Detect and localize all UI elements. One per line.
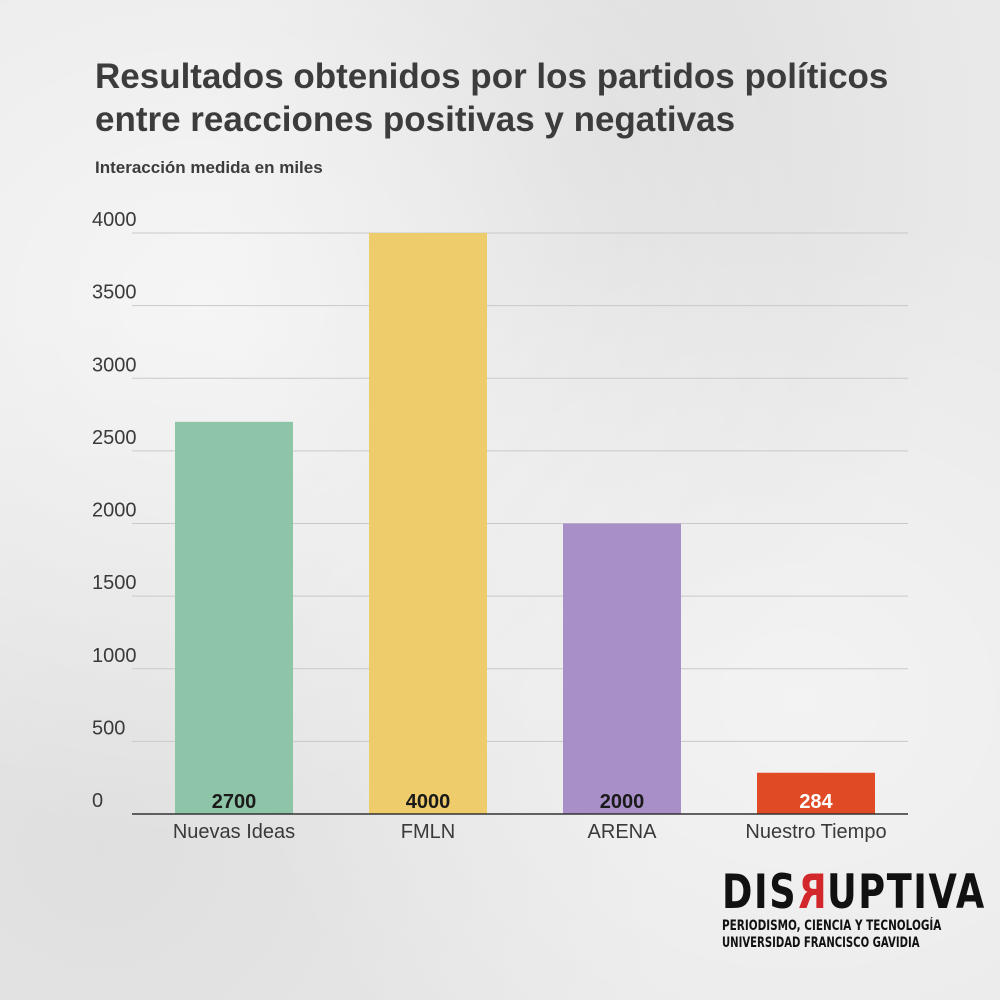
y-tick-label: 500 (92, 717, 125, 739)
chart-title: Resultados obtenidos por los partidos po… (95, 57, 889, 139)
x-category-label: Nuestro Tiempo (745, 821, 886, 843)
bar-value-label: 4000 (406, 791, 451, 813)
logo-wordmark: DISRUPTIVA (722, 865, 986, 920)
bar (563, 523, 681, 814)
x-category-label: FMLN (401, 821, 455, 843)
bar (369, 233, 487, 814)
y-tick-label: 4000 (92, 209, 137, 231)
y-tick-label: 2500 (92, 427, 137, 449)
y-tick-label: 2000 (92, 500, 137, 522)
y-tick-label: 1500 (92, 572, 137, 594)
y-tick-label: 0 (92, 790, 103, 812)
bar-value-label: 284 (799, 791, 833, 813)
disruptiva-logo: DISRUPTIVA PERIODISMO, CIENCIA Y TECNOLO… (722, 865, 986, 951)
logo-tagline: PERIODISMO, CIENCIA Y TECNOLOGÍA (722, 918, 942, 934)
y-tick-label: 3000 (92, 354, 137, 376)
logo-institution: UNIVERSIDAD FRANCISCO GAVIDIA (722, 935, 920, 951)
x-category-label: Nuevas Ideas (173, 821, 295, 843)
bar (175, 421, 293, 814)
bar-value-label: 2700 (212, 791, 257, 813)
bar (757, 772, 875, 814)
bar-value-label: 2000 (600, 791, 645, 813)
y-tick-label: 1000 (92, 645, 137, 667)
y-tick-label: 3500 (92, 282, 137, 304)
x-category-label: ARENA (588, 821, 658, 843)
chart-subtitle: Interacción medida en miles (95, 158, 323, 177)
